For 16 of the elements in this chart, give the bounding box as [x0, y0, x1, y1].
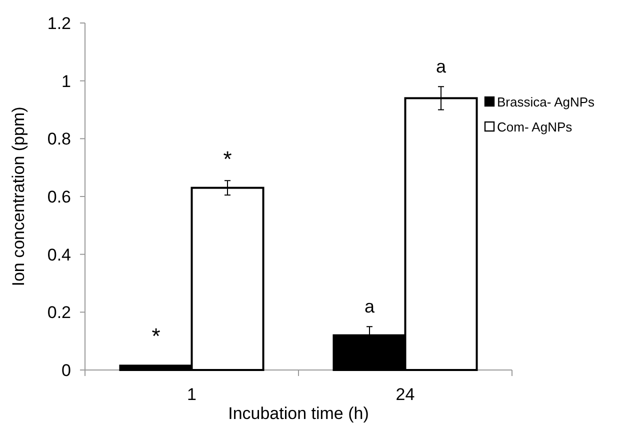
- annotation: a: [364, 296, 376, 317]
- annotation: *: [223, 146, 232, 172]
- y-tick-label: 0.8: [47, 130, 71, 149]
- y-tick-label: 0.2: [47, 303, 71, 322]
- annotation: a: [436, 56, 448, 77]
- y-tick-label: 1: [62, 72, 71, 91]
- x-tick-label: 24: [396, 385, 415, 404]
- legend-label: Com- AgNPs: [497, 120, 573, 135]
- y-tick-label: 0.6: [47, 187, 71, 206]
- y-axis-title: Ion concentration (ppm): [9, 106, 28, 286]
- y-tick-label: 0: [62, 360, 71, 380]
- x-axis-title: Incubation time (h): [228, 404, 369, 423]
- y-tick-label: 0.4: [47, 245, 71, 264]
- annotation: *: [152, 324, 161, 349]
- legend-label: Brassica- AgNPs: [497, 94, 596, 110]
- y-tick-label: 1.2: [47, 14, 71, 33]
